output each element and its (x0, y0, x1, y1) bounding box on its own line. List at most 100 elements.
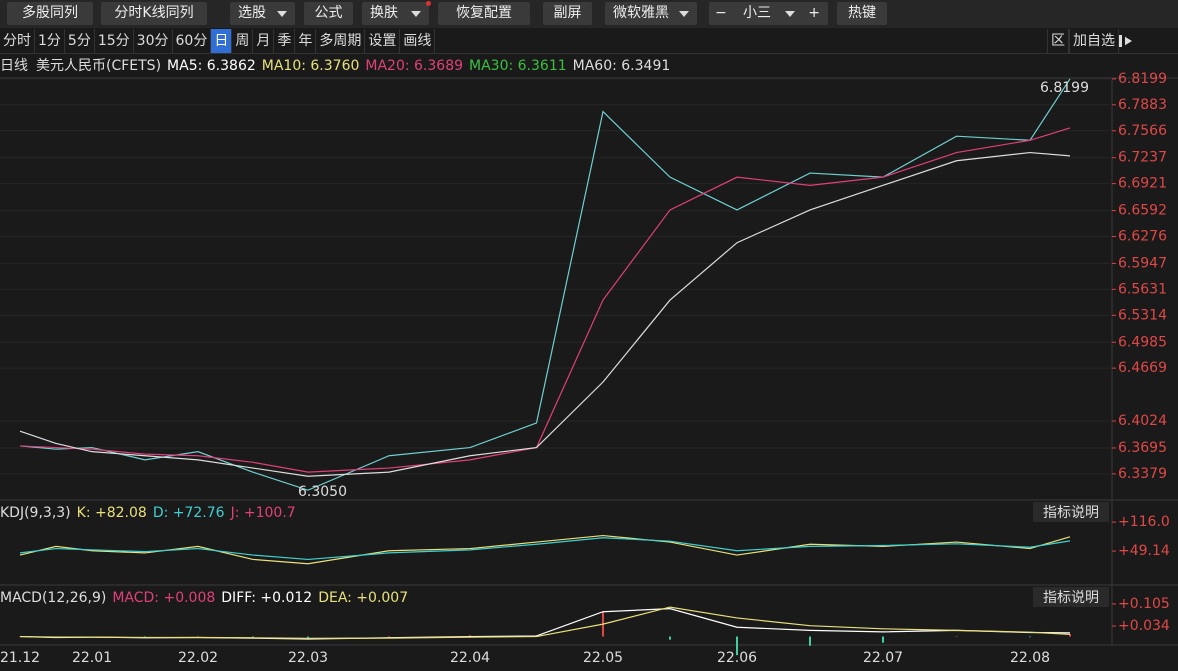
explain-button[interactable] (1033, 587, 1109, 607)
macd-bar (955, 636, 958, 638)
right-tool[interactable]: 加自选 (1069, 29, 1119, 53)
x-tick-label: 22.05 (583, 650, 623, 666)
toolbar-button[interactable]: 副屏 (543, 2, 592, 25)
y-tick-label: 6.5947 (1118, 255, 1167, 271)
info-line: 日线 美元人民币(CFETS) MA5: 6.3862 MA10: 6.3760 MA2… (0, 58, 670, 74)
y-tick-label: +116.0 (1118, 514, 1170, 530)
toolbar-button[interactable]: 选股 (230, 2, 295, 25)
x-tick-label: 21.12 (0, 650, 40, 666)
toolbar-button[interactable]: 多股同列 (7, 2, 93, 25)
dropdown-arrow (277, 11, 287, 17)
series-line (19, 78, 1071, 491)
explain-label: 指标说明 (1043, 505, 1099, 521)
toolbar: 多股同列 分时K线同列 选股 公式 换肤 恢复配置 副屏 微软雅黑 − 小三 + 热键 (0, 0, 1178, 28)
y-tick-label: +0.105 (1118, 596, 1170, 612)
macd-bar (882, 636, 884, 643)
y-tick-label: 6.5314 (1118, 307, 1167, 323)
ma-label: MA10: 6.3760 (262, 58, 360, 74)
toolbar-button[interactable]: 热键 (837, 2, 887, 25)
period-bar: 分时 1分 5分 15分 30分 60分日周月季年多周期 设置 画线 区加自选 (0, 29, 1178, 54)
dropdown-arrow (411, 11, 421, 17)
period-tab[interactable]: 月 (253, 29, 275, 53)
x-tick-label: 22.04 (450, 650, 490, 666)
indicator-value: DIFF: +0.012 (221, 590, 312, 606)
period-tab[interactable]: 季 (274, 29, 296, 53)
toolbar-button[interactable]: 恢复配置 (438, 2, 530, 25)
button-label: 选股 (238, 5, 266, 21)
period-tab[interactable]: 60分 (173, 29, 212, 53)
series-line (19, 151, 1071, 477)
period-label: 日线 (0, 58, 28, 74)
period-tab[interactable]: 周 (232, 29, 254, 53)
symbol-label: 美元人民币(CFETS) (36, 58, 161, 74)
y-tick-label: 6.4024 (1118, 413, 1167, 429)
y-tick-label: 6.6592 (1118, 203, 1167, 219)
period-tab[interactable]: 日 (211, 29, 233, 53)
y-tick-label: 6.4985 (1118, 334, 1167, 350)
button-label: 公式 (314, 5, 343, 21)
ma-label: MA60: 6.3491 (573, 58, 671, 74)
explain-label: 指标说明 (1043, 590, 1099, 606)
macd-bar (1069, 634, 1071, 637)
macd-bar (1029, 636, 1031, 638)
y-tick-label: +49.14 (1118, 543, 1170, 559)
toolbar-button[interactable]: 公式 (304, 2, 353, 25)
y-tick-label: 6.7237 (1118, 150, 1167, 166)
period-tab[interactable]: 多周期 (316, 29, 366, 53)
period-tab[interactable]: 1分 (35, 29, 65, 53)
indicator-title: KDJ(9,3,3) K: +82.08 D: +72.76 J: +100.7 (0, 505, 296, 521)
macd-bar (388, 635, 390, 637)
indicator-name: KDJ(9,3,3) (0, 505, 71, 521)
button-label: 换肤 (370, 5, 398, 21)
dropdown-arrow (785, 11, 795, 17)
period-tab[interactable]: 画线 (400, 29, 436, 53)
indicator-value: K: +82.08 (77, 505, 147, 521)
dropdown-arrow (679, 11, 689, 17)
y-tick-label: 6.6276 (1118, 228, 1167, 244)
minus-button[interactable]: − (715, 5, 727, 21)
y-tick-label: 6.3695 (1118, 440, 1167, 456)
period-tab[interactable]: 分时 (0, 29, 35, 53)
toolbar-button[interactable]: 换肤 (362, 1, 431, 25)
toolbar-button[interactable]: 微软雅黑 (605, 2, 697, 25)
period-tab[interactable]: 30分 (134, 29, 173, 53)
explain-button[interactable] (1033, 502, 1109, 522)
macd-bar (307, 636, 309, 638)
button-label: 微软雅黑 (613, 5, 669, 21)
x-tick-label: 22.07 (863, 650, 903, 666)
period-tab[interactable]: 15分 (95, 29, 134, 53)
period-tab[interactable]: 设置 (365, 29, 401, 53)
y-tick-label: 6.7566 (1118, 123, 1167, 139)
macd-bar (669, 636, 671, 640)
toolbar-button[interactable]: − 小三 + (709, 2, 828, 25)
high-label: 6.8199 (1040, 80, 1089, 96)
macd-bar (197, 636, 199, 638)
y-tick-label: 6.7883 (1118, 97, 1167, 113)
period-tab[interactable]: 年 (295, 29, 317, 53)
y-tick-label: +0.034 (1118, 618, 1170, 634)
period-tab[interactable]: 5分 (65, 29, 95, 53)
button-label: 热键 (848, 5, 876, 21)
x-tick-label: 22.08 (1010, 650, 1050, 666)
indicator-value: DEA: +0.007 (318, 590, 408, 606)
right-tools: 区加自选 (1047, 29, 1144, 53)
indicator-name: MACD(12,26,9) (0, 590, 106, 606)
toolbar-button[interactable]: 分时K线同列 (101, 2, 207, 25)
y-tick-label: 6.8199 (1118, 71, 1167, 87)
indicator-title: MACD(12,26,9) MACD: +0.008 DIFF: +0.012 DEA… (0, 590, 408, 606)
plus-button[interactable]: + (808, 5, 820, 21)
series-line (19, 606, 1071, 639)
macd-bar (809, 636, 811, 646)
y-tick-label: 6.5631 (1118, 281, 1167, 297)
macd-bar (469, 635, 471, 637)
low-label: 6.3050 (298, 484, 347, 500)
x-tick-label: 22.03 (288, 650, 328, 666)
series-line (19, 537, 1071, 561)
macd-bar (144, 636, 146, 638)
notify-dot (426, 1, 431, 6)
y-tick-label: 6.4669 (1118, 360, 1167, 376)
x-tick-label: 22.02 (178, 650, 218, 666)
right-tool[interactable]: 区 (1047, 29, 1069, 53)
